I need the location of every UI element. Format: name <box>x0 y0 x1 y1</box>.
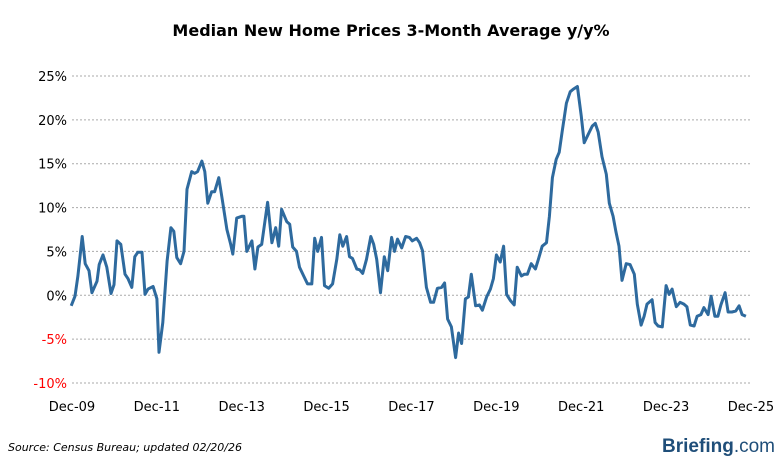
x-tick-label: Dec-15 <box>303 400 349 415</box>
x-tick-label: Dec-11 <box>134 400 180 415</box>
y-tick-label: 20% <box>38 114 67 129</box>
x-tick-label: Dec-19 <box>473 400 519 415</box>
y-axis-ticks: 25% 20% 15% 10% 5% 0% -5% -10% <box>33 70 67 392</box>
x-tick-label: Dec-13 <box>219 400 265 415</box>
x-tick-label: Dec-25 <box>728 400 774 415</box>
y-tick-label: 10% <box>38 202 67 217</box>
source-note: Source: Census Bureau; updated 02/20/26 <box>8 441 242 454</box>
y-tick-label: -10% <box>33 377 67 392</box>
x-axis-ticks: Dec-09 Dec-11 Dec-13 Dec-15 Dec-17 Dec-19 Dec-… <box>49 400 774 415</box>
x-tick-label: Dec-23 <box>643 400 689 415</box>
x-tick-label: Dec-21 <box>558 400 604 415</box>
y-tick-label: 5% <box>46 245 67 260</box>
chart-title: Median New Home Prices 3-Month Average y… <box>172 21 609 40</box>
y-tick-label: 25% <box>38 70 67 85</box>
x-tick-label: Dec-09 <box>49 400 95 415</box>
series-line <box>69 85 747 360</box>
briefing-logo: Briefing.com <box>662 436 775 457</box>
y-tick-label: 0% <box>46 289 67 304</box>
y-tick-label: 15% <box>38 158 67 173</box>
x-tick-label: Dec-17 <box>388 400 434 415</box>
y-tick-label: -5% <box>42 333 67 348</box>
svg-text:Briefing.com: Briefing.com <box>662 436 775 457</box>
